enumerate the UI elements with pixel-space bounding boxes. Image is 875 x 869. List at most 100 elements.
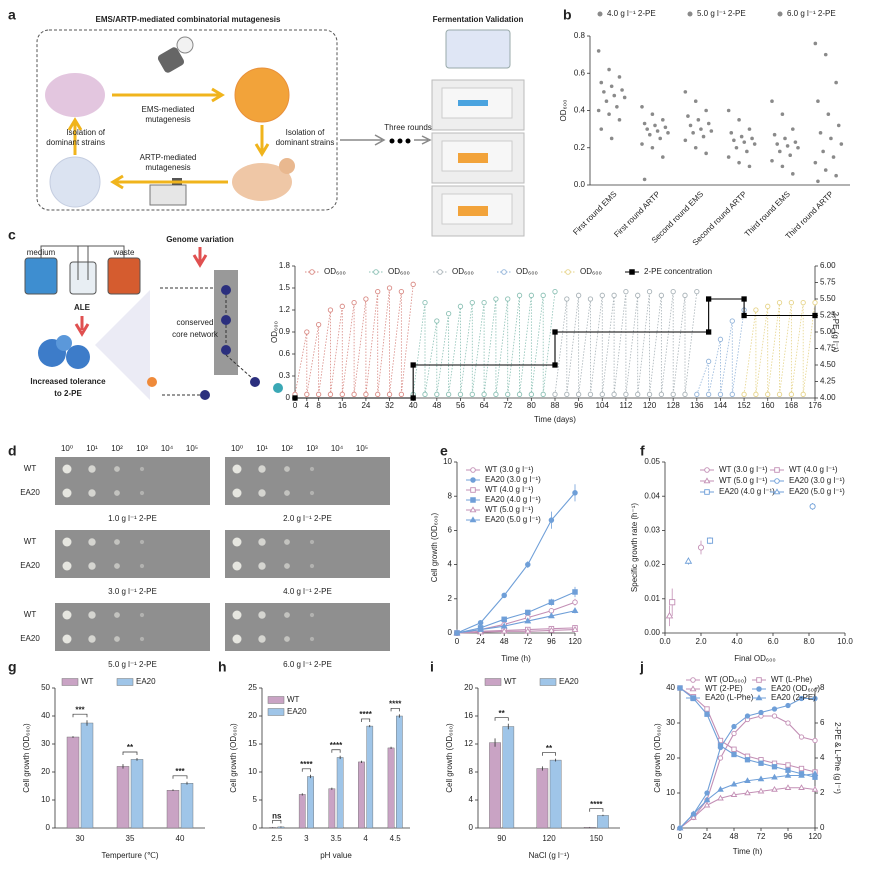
- y-tick-label: 8: [448, 491, 453, 500]
- marker: [717, 755, 724, 761]
- marker: [744, 777, 751, 783]
- point: [666, 131, 670, 135]
- bar: [387, 747, 395, 829]
- y-axis-title: Specific growth rate (h⁻¹): [630, 503, 639, 592]
- point: [821, 149, 825, 154]
- marker: [304, 329, 310, 335]
- spot: [114, 490, 120, 496]
- point: [604, 99, 609, 103]
- point: [599, 127, 604, 131]
- point: [739, 134, 744, 139]
- spot: [284, 612, 290, 618]
- marker: [339, 391, 345, 397]
- point: [826, 112, 831, 117]
- y2-tick-label: 6: [820, 718, 825, 727]
- x-tick-label: 90: [497, 834, 506, 843]
- marker: [477, 619, 484, 626]
- y-tick-label: 0.05: [644, 457, 660, 466]
- marker: [552, 289, 558, 295]
- y-tick-label: 4: [448, 560, 453, 569]
- marker: [410, 281, 416, 287]
- marker: [670, 289, 676, 295]
- marker: [809, 503, 816, 510]
- significance-bracket: [542, 752, 556, 756]
- spot: [309, 490, 315, 496]
- point: [642, 177, 647, 182]
- dilution-label: 10⁵: [356, 444, 368, 453]
- marker: [717, 785, 724, 792]
- marker: [717, 336, 724, 342]
- marker: [690, 813, 697, 820]
- spot: [258, 611, 266, 619]
- point: [640, 104, 644, 109]
- marker: [587, 296, 594, 302]
- x-tick-label: Third round ARTP: [784, 190, 836, 242]
- point: [796, 145, 800, 150]
- x-tick-label: 0: [678, 832, 683, 841]
- marker: [315, 322, 322, 328]
- dilution-label: 10⁰: [61, 444, 73, 453]
- spot: [62, 537, 72, 547]
- x-axis-title: Time (days): [534, 415, 576, 424]
- marker: [505, 391, 511, 397]
- panel-label: c: [8, 227, 16, 243]
- point: [699, 127, 703, 131]
- arrow: [192, 247, 208, 268]
- x-tick-label: 4.5: [390, 834, 402, 843]
- marker: [705, 358, 712, 364]
- significance-label: ***: [75, 705, 85, 714]
- marker: [528, 391, 535, 397]
- legend-label: EA20: [287, 707, 307, 716]
- marker: [717, 794, 724, 801]
- x-tick-label: First round ARTP: [612, 190, 662, 240]
- significance-bracket: [301, 768, 311, 772]
- arrow: [112, 87, 225, 103]
- marker: [434, 391, 440, 397]
- spot: [62, 464, 72, 474]
- bar: [536, 768, 549, 829]
- marker: [481, 391, 487, 397]
- marker: [501, 616, 507, 623]
- point: [839, 142, 844, 146]
- x-tick-label: 0.0: [659, 637, 671, 646]
- plate: [55, 603, 210, 651]
- point: [688, 123, 693, 128]
- marker: [646, 289, 653, 295]
- x-axis-title: pH value: [320, 851, 352, 860]
- x-tick-label: 24: [703, 832, 712, 841]
- condition-label: 2.0 g l⁻¹ 2-PE: [283, 514, 332, 523]
- marker: [765, 391, 771, 397]
- y-tick-label: 0.6: [574, 68, 586, 77]
- label: conserved: [177, 318, 214, 327]
- dilution-label: 10³: [136, 444, 148, 453]
- legend-label: WT (5.0 g l⁻¹): [719, 476, 768, 485]
- legend-dot: [597, 11, 603, 17]
- point: [599, 80, 604, 85]
- marker: [705, 391, 712, 397]
- spot: [88, 562, 96, 570]
- marker: [771, 764, 778, 770]
- significance-label: ****: [389, 699, 402, 708]
- x-tick-label: 0: [455, 637, 460, 646]
- arrow: [67, 117, 83, 155]
- dot: [405, 138, 411, 144]
- marker: [757, 787, 765, 794]
- y-axis-title: Cell growth (OD₆₀₀): [653, 723, 662, 793]
- marker: [731, 751, 737, 758]
- dilution-label: 10⁵: [186, 444, 198, 453]
- y-tick-label: 30: [41, 739, 50, 748]
- marker: [646, 391, 653, 397]
- marker: [690, 695, 696, 701]
- arrow: [414, 135, 432, 145]
- spot: [114, 563, 120, 569]
- dilution-label: 10⁰: [231, 444, 243, 453]
- legend-label: 4.0 g l⁻¹ 2-PE: [607, 9, 656, 18]
- spot: [258, 538, 266, 546]
- y-tick-label: 0.00: [644, 628, 660, 637]
- spot: [284, 466, 290, 472]
- series-line: [696, 309, 745, 395]
- dilution-label: 10¹: [256, 444, 268, 453]
- significance-label: ****: [330, 741, 343, 750]
- panel-label: b: [563, 7, 572, 23]
- point: [729, 131, 734, 135]
